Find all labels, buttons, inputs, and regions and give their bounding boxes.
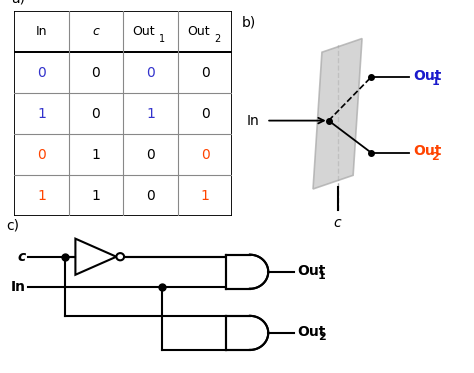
Text: 0: 0 xyxy=(37,148,46,162)
Text: Out: Out xyxy=(297,325,326,339)
Text: 2: 2 xyxy=(318,332,326,342)
Text: c: c xyxy=(334,216,341,231)
Text: In: In xyxy=(36,25,47,38)
Text: 1: 1 xyxy=(318,271,326,281)
Text: 1: 1 xyxy=(37,189,46,203)
Text: a): a) xyxy=(11,0,26,5)
Text: Out: Out xyxy=(133,25,155,38)
Text: 0: 0 xyxy=(37,66,46,80)
Text: 0: 0 xyxy=(146,148,155,162)
Polygon shape xyxy=(226,316,268,350)
Text: 0: 0 xyxy=(91,107,100,121)
Text: 0: 0 xyxy=(201,66,210,80)
Text: 1: 1 xyxy=(37,107,46,121)
Text: c: c xyxy=(92,25,100,38)
Polygon shape xyxy=(226,255,268,289)
Polygon shape xyxy=(313,38,362,189)
Text: In: In xyxy=(11,280,26,294)
Text: 0: 0 xyxy=(146,189,155,203)
Text: b): b) xyxy=(242,16,256,30)
Text: 0: 0 xyxy=(201,148,210,162)
Text: c: c xyxy=(18,250,26,264)
Text: Out: Out xyxy=(413,144,442,159)
Text: 1: 1 xyxy=(201,189,210,203)
Text: 0: 0 xyxy=(201,107,210,121)
Text: c): c) xyxy=(7,219,19,233)
Text: Out: Out xyxy=(297,264,326,278)
Text: 1: 1 xyxy=(431,77,439,87)
Text: 1: 1 xyxy=(146,107,155,121)
Text: 2: 2 xyxy=(431,152,439,162)
Text: In: In xyxy=(246,114,259,128)
Text: 1: 1 xyxy=(91,148,100,162)
Text: 1: 1 xyxy=(91,189,100,203)
Circle shape xyxy=(116,253,124,260)
Text: 1: 1 xyxy=(159,34,165,44)
Text: 0: 0 xyxy=(91,66,100,80)
Text: Out: Out xyxy=(187,25,210,38)
Text: 0: 0 xyxy=(146,66,155,80)
Polygon shape xyxy=(75,239,116,275)
Text: Out: Out xyxy=(413,69,442,83)
Text: 2: 2 xyxy=(214,34,220,44)
